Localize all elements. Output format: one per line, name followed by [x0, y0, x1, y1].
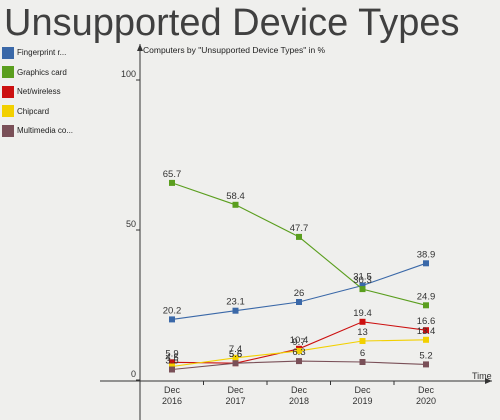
data-label: 20.2 [163, 305, 182, 316]
data-point [359, 338, 366, 344]
series-layer [169, 179, 429, 373]
legend-swatch [2, 85, 14, 98]
data-label: 58.4 [226, 191, 245, 202]
legend-label: Graphics card [17, 67, 67, 77]
data-label: 3.5 [165, 356, 178, 367]
x-tick-label: Dec 2018 [289, 385, 309, 406]
x-tick-label-line: Dec [291, 385, 308, 395]
series-line [171, 182, 427, 306]
y-tick-label: 50 [126, 219, 136, 229]
data-label: 6 [360, 348, 365, 359]
data-label: 16.6 [417, 316, 436, 327]
data-point [423, 336, 429, 343]
data-point [232, 354, 239, 361]
data-label: 19.4 [353, 308, 372, 319]
data-point [296, 358, 302, 365]
x-tick-label-line: 2019 [352, 396, 372, 406]
data-label: 5.9 [165, 348, 178, 359]
data-label: 38.9 [417, 249, 436, 260]
legend-label: Multimedia co... [17, 126, 74, 136]
data-label: 31.5 [353, 272, 372, 283]
data-label: 24.9 [417, 291, 436, 302]
data-point [423, 327, 429, 334]
legend-swatch [2, 105, 14, 118]
data-point [169, 316, 175, 323]
x-tick-label-line: Dec [227, 385, 244, 395]
data-point [296, 347, 302, 354]
x-tick-label-line: 2016 [162, 396, 182, 406]
data-label: 23.1 [226, 297, 245, 308]
x-tick-label: Dec 2016 [162, 385, 182, 406]
data-point [232, 201, 239, 208]
data-label: 13 [357, 327, 368, 338]
data-label: 4.5 [165, 353, 178, 364]
legend-label: Chipcard [17, 106, 50, 116]
legend-item: Fingerprint r... [2, 43, 73, 63]
data-point [359, 318, 366, 325]
data-point [232, 360, 239, 367]
data-label: 65.7 [163, 169, 182, 180]
axes: Computers by "Unsupported Device Types" … [100, 44, 492, 420]
legend-item: Net/wireless [2, 82, 73, 102]
data-label: 5.6 [229, 349, 242, 360]
y-tick-label: 0 [131, 369, 136, 379]
data-label: 26 [294, 288, 305, 299]
data-point [359, 359, 366, 365]
data-point [296, 299, 302, 305]
data-point [169, 366, 175, 373]
legend-item: Chipcard [2, 102, 73, 122]
legend-swatch [2, 66, 14, 79]
y-axis-arrow [137, 44, 143, 51]
data-point [232, 307, 239, 314]
x-tick-label-line: Dec [418, 385, 435, 395]
legend-item: Multimedia co... [2, 121, 73, 141]
x-axis-label: Time [472, 371, 492, 381]
data-point [359, 282, 366, 289]
legend-label: Fingerprint r... [17, 48, 67, 58]
data-label: 5.6 [229, 349, 242, 360]
data-point [423, 361, 429, 368]
legend-swatch [2, 124, 14, 137]
x-tick-label: Dec 2020 [416, 385, 436, 406]
x-tick-label: Dec 2019 [352, 385, 372, 406]
x-tick-label-line: 2020 [416, 396, 436, 406]
data-label: 30.3 [353, 275, 372, 286]
legend: Fingerprint r... Graphics card Net/wireles… [2, 43, 73, 141]
data-label: 13.4 [417, 326, 436, 337]
data-label: 5.2 [419, 350, 432, 361]
legend-item: Graphics card [2, 63, 73, 83]
chart-subtitle: Computers by "Unsupported Device Types" … [143, 45, 326, 55]
data-label: 9.7 [292, 337, 305, 348]
x-tick-label-line: Dec [354, 385, 371, 395]
data-label: 47.7 [290, 223, 309, 234]
data-point [423, 302, 429, 309]
y-tick-label: 100 [121, 69, 136, 79]
legend-label: Net/wireless [17, 87, 61, 97]
label-layer: 20.2 23.1 26 31.5 38.9 65.7 58.4 47.7 30.3 24.9 5.… [163, 169, 436, 367]
data-point [169, 179, 175, 186]
x-tick-label: Dec 2017 [225, 385, 245, 406]
x-tick-label-line: 2018 [289, 396, 309, 406]
data-label: 7.4 [229, 344, 242, 355]
legend-swatch [2, 46, 14, 59]
data-point [296, 233, 302, 240]
x-tick-label-line: 2017 [225, 396, 245, 406]
x-tick-label-line: Dec [164, 385, 181, 395]
page-title: Unsupported Device Types [4, 2, 460, 44]
data-point [169, 359, 175, 366]
data-point [423, 260, 429, 267]
data-label: 10.4 [290, 335, 309, 346]
data-label: 6.3 [292, 347, 305, 358]
data-point [359, 286, 366, 293]
x-axis-arrow [485, 378, 492, 384]
